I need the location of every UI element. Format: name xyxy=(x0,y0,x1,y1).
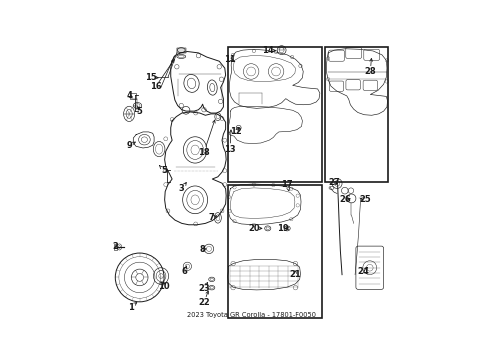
Text: 20: 20 xyxy=(248,224,260,233)
Text: 5: 5 xyxy=(136,107,142,116)
Text: 25: 25 xyxy=(359,195,370,204)
Text: 2: 2 xyxy=(112,242,118,251)
Text: 11: 11 xyxy=(224,55,236,64)
Bar xyxy=(324,48,389,182)
Text: 6: 6 xyxy=(182,267,188,276)
Text: 19: 19 xyxy=(277,224,289,233)
Text: 3: 3 xyxy=(179,184,185,193)
Bar xyxy=(114,244,117,250)
Text: 28: 28 xyxy=(365,67,376,76)
Text: 16: 16 xyxy=(149,82,161,91)
Text: 7: 7 xyxy=(209,213,215,222)
Text: 17: 17 xyxy=(281,180,293,189)
Text: 9: 9 xyxy=(126,141,132,150)
Text: 24: 24 xyxy=(358,267,369,276)
Text: 1: 1 xyxy=(127,303,133,312)
Text: 18: 18 xyxy=(198,148,210,157)
Text: 21: 21 xyxy=(290,270,301,279)
Text: 26: 26 xyxy=(340,195,351,204)
Bar xyxy=(227,48,322,182)
Text: 2023 Toyota GR Corolla - 17801-F0050: 2023 Toyota GR Corolla - 17801-F0050 xyxy=(187,312,316,318)
Text: 4: 4 xyxy=(126,91,132,100)
Bar xyxy=(177,48,186,53)
Text: 15: 15 xyxy=(146,73,157,82)
Text: 23: 23 xyxy=(198,284,210,293)
Text: 8: 8 xyxy=(200,245,205,254)
Bar xyxy=(227,185,322,318)
Bar xyxy=(130,93,136,99)
Text: 22: 22 xyxy=(198,298,210,307)
Text: 14: 14 xyxy=(262,46,273,55)
Bar xyxy=(279,48,284,50)
Text: 5: 5 xyxy=(161,166,167,175)
Text: 10: 10 xyxy=(158,282,170,291)
Text: 27: 27 xyxy=(328,178,340,187)
Text: 12: 12 xyxy=(230,127,242,136)
Text: 13: 13 xyxy=(224,145,236,154)
